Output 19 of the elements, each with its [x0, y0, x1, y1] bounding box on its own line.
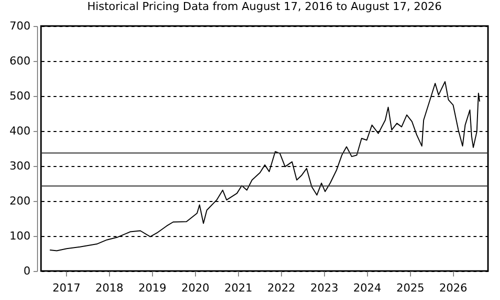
x-tick-label: 2018: [95, 282, 124, 294]
x-tick-label: 2025: [396, 282, 424, 294]
y-tick-label: 700: [10, 20, 30, 32]
y-tick-label: 100: [10, 230, 30, 242]
x-tick-label: 2023: [310, 282, 338, 294]
y-tick-label: 400: [10, 124, 30, 138]
x-tick-label: 2019: [138, 282, 166, 294]
y-tick-label: 0: [24, 264, 30, 278]
y-tick-label: 300: [10, 160, 30, 172]
chart-title: Historical Pricing Data from August 17, 2016 to August 17, 2026: [87, 0, 442, 13]
x-tick-label: 2021: [224, 282, 252, 294]
y-tick-label: 200: [10, 194, 30, 208]
x-tick-label: 2020: [181, 282, 210, 294]
x-tick-label: 2022: [267, 282, 296, 294]
x-tick-label: 2017: [52, 282, 80, 294]
x-tick-label: 2024: [353, 282, 382, 294]
y-tick-label: 500: [10, 90, 30, 102]
x-tick-label: 2026: [439, 282, 468, 294]
y-tick-label: 600: [10, 54, 30, 68]
